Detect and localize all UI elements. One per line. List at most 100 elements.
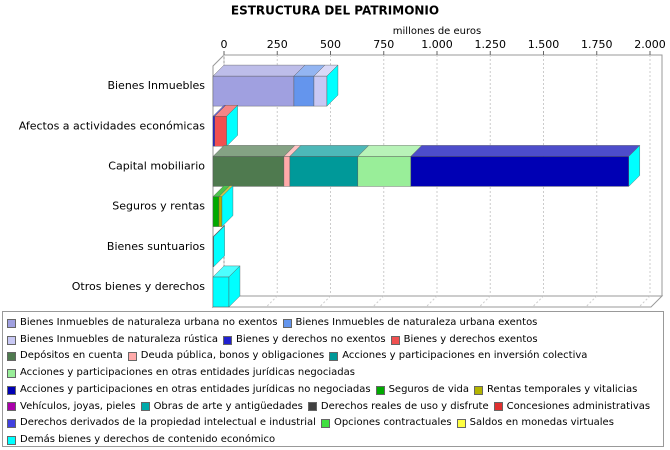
grid-line bbox=[532, 295, 544, 308]
legend-item: Opciones contractuales bbox=[320, 415, 452, 432]
legend-label: Seguros de vida bbox=[388, 383, 469, 395]
x-tick-label: 1.750 bbox=[581, 38, 613, 51]
legend-label: Acciones y participaciones en otras enti… bbox=[20, 367, 355, 379]
axis-label: millones de euros bbox=[393, 26, 481, 37]
legend-swatch bbox=[493, 402, 503, 412]
bar-segment bbox=[212, 156, 285, 187]
legend-swatch bbox=[7, 318, 16, 328]
legend-label: Saldos en monedas virtuales bbox=[469, 417, 614, 429]
legend-item: Acciones y participaciones en inversión … bbox=[329, 348, 587, 365]
legend-swatch bbox=[7, 419, 16, 429]
legend-label: Rentas temporales y vitalicias bbox=[487, 383, 638, 395]
legend-item: Bienes Inmuebles de naturaleza urbana no… bbox=[7, 315, 278, 332]
floor bbox=[211, 295, 664, 308]
y-tick-label: Capital mobiliario bbox=[108, 159, 205, 172]
bar-side bbox=[221, 185, 234, 228]
bar-side bbox=[228, 265, 241, 308]
legend-swatch bbox=[282, 318, 292, 328]
legend: Bienes Inmuebles de naturaleza urbana no… bbox=[2, 311, 664, 447]
legend-swatch bbox=[140, 402, 150, 412]
x-tick-label: 500 bbox=[320, 38, 341, 51]
legend-swatch bbox=[127, 352, 137, 362]
x-tick-label: 1.250 bbox=[475, 38, 507, 51]
legend-swatch bbox=[7, 385, 16, 395]
legend-swatch bbox=[307, 402, 317, 412]
y-tick-label: Afectos a actividades económicas bbox=[19, 119, 206, 132]
legend-item: Vehículos, joyas, pieles bbox=[7, 399, 136, 416]
legend-label: Concesiones administrativas bbox=[506, 400, 651, 412]
grid-line bbox=[265, 295, 278, 308]
bar-segment bbox=[212, 276, 230, 308]
legend-item: Bienes y derechos no exentos bbox=[222, 332, 386, 349]
grid-line bbox=[319, 295, 331, 308]
legend-swatch bbox=[7, 335, 16, 345]
legend-swatch bbox=[474, 385, 483, 395]
legend-label: Bienes Inmuebles de naturaleza urbana no… bbox=[20, 317, 278, 328]
bar-side bbox=[213, 225, 225, 268]
legend-item: Concesiones administrativas bbox=[493, 399, 651, 416]
legend-swatch bbox=[329, 352, 339, 362]
bar-top bbox=[212, 145, 296, 157]
grid-line bbox=[478, 295, 491, 308]
legend-label: Bienes Inmuebles de naturaleza rústica bbox=[20, 333, 218, 345]
legend-swatch bbox=[222, 335, 232, 345]
legend-swatch bbox=[7, 435, 16, 445]
legend-label: Demás bienes y derechos de contenido eco… bbox=[20, 433, 276, 445]
legend-item: Rentas temporales y vitalicias bbox=[474, 382, 637, 399]
bar-segment bbox=[283, 156, 291, 187]
legend-item: Bienes y derechos exentos bbox=[390, 332, 538, 349]
bar-segment bbox=[218, 196, 223, 227]
legend-item: Bienes Inmuebles de naturaleza rústica bbox=[7, 332, 218, 349]
x-tick-label: 0 bbox=[221, 38, 228, 51]
legend-label: Bienes y derechos no exentos bbox=[235, 333, 386, 345]
y-tick-label: Bienes Inmuebles bbox=[107, 79, 205, 92]
legend-label: Bienes Inmuebles de naturaleza urbana ex… bbox=[295, 317, 538, 328]
legend-item: Deuda pública, bonos y obligaciones bbox=[127, 348, 325, 365]
bar-segment bbox=[289, 156, 359, 187]
chart-title: ESTRUCTURA DEL PATRIMONIO bbox=[231, 4, 439, 18]
bar-segment bbox=[357, 156, 412, 187]
bar-segment bbox=[410, 156, 629, 187]
legend-item: Bienes Inmuebles de naturaleza urbana ex… bbox=[282, 315, 538, 332]
bar-side bbox=[628, 144, 640, 187]
legend-label: Derechos reales de uso y disfrute bbox=[320, 400, 489, 412]
legend-item: Depósitos en cuenta bbox=[7, 348, 123, 365]
bar-segment bbox=[212, 196, 220, 227]
x-tick-label: 1.500 bbox=[528, 38, 560, 51]
legend-swatch bbox=[375, 385, 385, 395]
bar-segment bbox=[212, 116, 215, 147]
legend-swatch bbox=[7, 352, 16, 362]
y-tick-label: Bienes suntuarios bbox=[107, 240, 205, 253]
y-tick-label: Seguros y rentas bbox=[112, 200, 205, 213]
legend-swatch bbox=[7, 402, 16, 412]
legend-item: Demás bienes y derechos de contenido eco… bbox=[7, 432, 275, 449]
chart: ESTRUCTURA DEL PATRIMONIO millones de eu… bbox=[19, 4, 666, 309]
bar-top bbox=[289, 145, 370, 157]
bar-segment bbox=[313, 75, 328, 107]
legend-item: Obras de arte y antigüedades bbox=[140, 399, 303, 416]
legend-swatch bbox=[7, 368, 16, 378]
legend-label: Acciones y participaciones en inversión … bbox=[342, 350, 588, 362]
legend-swatch bbox=[390, 335, 400, 345]
legend-item: Saldos en monedas virtuales bbox=[456, 415, 614, 432]
x-tick-label: 750 bbox=[373, 38, 394, 51]
legend-label: Vehículos, joyas, pieles bbox=[20, 400, 136, 412]
legend-label: Deuda pública, bonos y obligaciones bbox=[140, 350, 325, 362]
y-tick-label: Otros bienes y derechos bbox=[72, 280, 206, 293]
legend-label: Depósitos en cuenta bbox=[20, 350, 123, 362]
x-tick-label: 2.000 bbox=[634, 38, 666, 51]
legend-label: Acciones y participaciones en otras enti… bbox=[20, 383, 371, 395]
grid-line bbox=[372, 295, 385, 308]
legend-item: Seguros de vida bbox=[375, 382, 469, 399]
legend-label: Derechos derivados de la propiedad intel… bbox=[20, 417, 316, 429]
bar-top bbox=[410, 145, 641, 157]
legend-item: Acciones y participaciones en otras enti… bbox=[7, 382, 371, 399]
legend-item: Derechos derivados de la propiedad intel… bbox=[7, 415, 316, 432]
grid-line bbox=[425, 295, 438, 308]
legend-item: Acciones y participaciones en otras enti… bbox=[7, 365, 355, 382]
bar-side bbox=[326, 64, 339, 107]
bar-side bbox=[226, 104, 238, 147]
bar-segment bbox=[212, 75, 295, 107]
x-tick-label: 250 bbox=[267, 38, 288, 51]
